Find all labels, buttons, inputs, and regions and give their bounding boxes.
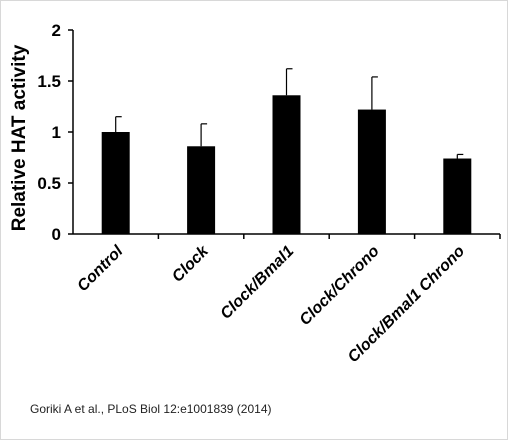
bar-0: [101, 132, 130, 234]
x-tick-label: Clock/Bmal1: [217, 243, 297, 323]
y-tick-label: 2: [52, 21, 61, 40]
bar-2: [272, 95, 301, 234]
bars: [101, 68, 472, 234]
bar-3: [357, 109, 386, 234]
y-tick-label: 0.5: [37, 174, 61, 193]
y-tick-label: 1: [52, 123, 61, 142]
x-tick-label: Clock/Chrono: [297, 243, 383, 329]
citation-text: Goriki A et al., PLoS Biol 12:e1001839 (…: [30, 402, 272, 416]
x-tick-label: Clock: [169, 242, 213, 286]
x-tick-label: Control: [74, 242, 127, 295]
y-axis-label: Relative HAT activity: [9, 44, 30, 231]
y-tick-label: 0: [52, 225, 61, 244]
bar-4: [443, 158, 472, 234]
bar-1: [187, 146, 216, 234]
y-tick-label: 1.5: [37, 72, 61, 91]
